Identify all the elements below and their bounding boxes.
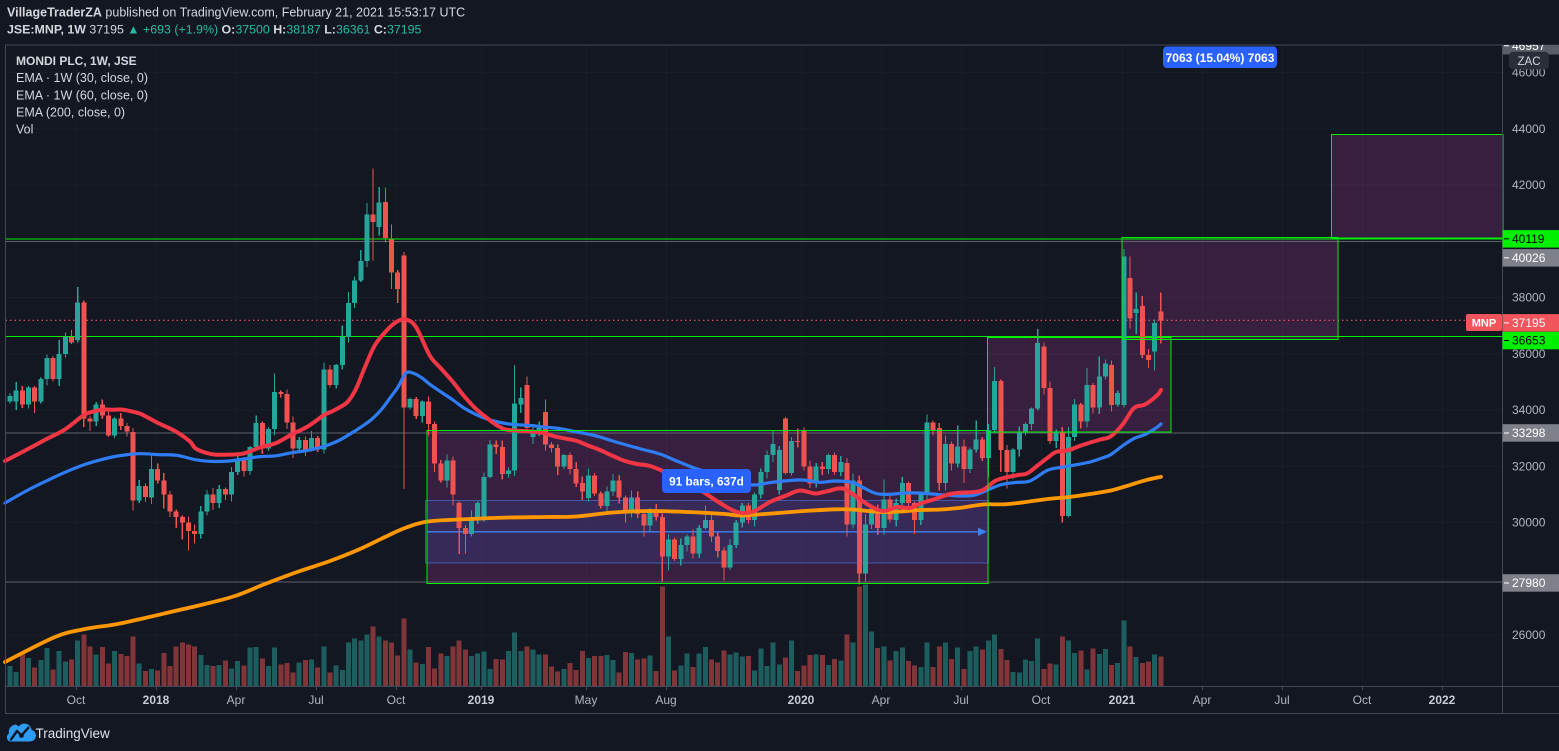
svg-text:30000: 30000 bbox=[1512, 516, 1546, 530]
svg-text:May: May bbox=[575, 693, 598, 707]
svg-text:34000: 34000 bbox=[1512, 403, 1546, 417]
svg-text:36653: 36653 bbox=[1512, 334, 1546, 348]
svg-text:40119: 40119 bbox=[1512, 232, 1545, 246]
svg-text:38000: 38000 bbox=[1512, 291, 1546, 305]
svg-text:37195: 37195 bbox=[1512, 316, 1546, 330]
svg-text:Oct: Oct bbox=[67, 693, 86, 707]
svg-text:36000: 36000 bbox=[1512, 347, 1546, 361]
svg-text:Oct: Oct bbox=[1353, 693, 1372, 707]
svg-text:26000: 26000 bbox=[1512, 628, 1546, 642]
svg-text:91 bars, 637d: 91 bars, 637d bbox=[669, 475, 744, 489]
svg-text:EMA · 1W (60, close, 0): EMA · 1W (60, close, 0) bbox=[16, 88, 148, 102]
svg-text:32000: 32000 bbox=[1512, 459, 1546, 473]
svg-text:7063 (15.04%) 7063: 7063 (15.04%) 7063 bbox=[1166, 51, 1275, 65]
svg-text:Jul: Jul bbox=[953, 693, 968, 707]
svg-text:EMA · 1W (30, close, 0): EMA · 1W (30, close, 0) bbox=[16, 71, 148, 85]
svg-text:Oct: Oct bbox=[1032, 693, 1051, 707]
svg-text:2019: 2019 bbox=[468, 693, 495, 707]
svg-text:2018: 2018 bbox=[143, 693, 170, 707]
svg-text:Vol: Vol bbox=[16, 122, 33, 136]
svg-text:TradingView: TradingView bbox=[36, 726, 111, 741]
svg-text:44000: 44000 bbox=[1512, 122, 1546, 136]
svg-text:Oct: Oct bbox=[387, 693, 406, 707]
svg-text:2021: 2021 bbox=[1109, 693, 1136, 707]
svg-text:ZAC: ZAC bbox=[1518, 56, 1541, 68]
svg-text:Apr: Apr bbox=[1193, 693, 1212, 707]
svg-text:Aug: Aug bbox=[655, 693, 676, 707]
svg-text:Apr: Apr bbox=[227, 693, 246, 707]
svg-text:JSE:MNP, 1W 37195 ▲ +693 (+1.: JSE:MNP, 1W 37195 ▲ +693 (+1.9%) O:37500… bbox=[7, 23, 422, 37]
svg-text:EMA (200, close, 0): EMA (200, close, 0) bbox=[16, 106, 125, 120]
svg-text:VillageTraderZA published on T: VillageTraderZA published on TradingView… bbox=[7, 6, 465, 20]
svg-text:Jul: Jul bbox=[1274, 693, 1289, 707]
svg-text:2022: 2022 bbox=[1429, 693, 1456, 707]
svg-text:42000: 42000 bbox=[1512, 178, 1546, 192]
svg-text:Jul: Jul bbox=[308, 693, 323, 707]
svg-text:Apr: Apr bbox=[872, 693, 891, 707]
svg-text:33298: 33298 bbox=[1512, 426, 1546, 440]
svg-text:2020: 2020 bbox=[788, 693, 815, 707]
svg-text:40026: 40026 bbox=[1512, 251, 1546, 265]
svg-text:MONDI PLC, 1W, JSE: MONDI PLC, 1W, JSE bbox=[16, 54, 137, 68]
svg-text:MNP: MNP bbox=[1472, 318, 1496, 330]
svg-text:27980: 27980 bbox=[1512, 576, 1546, 590]
